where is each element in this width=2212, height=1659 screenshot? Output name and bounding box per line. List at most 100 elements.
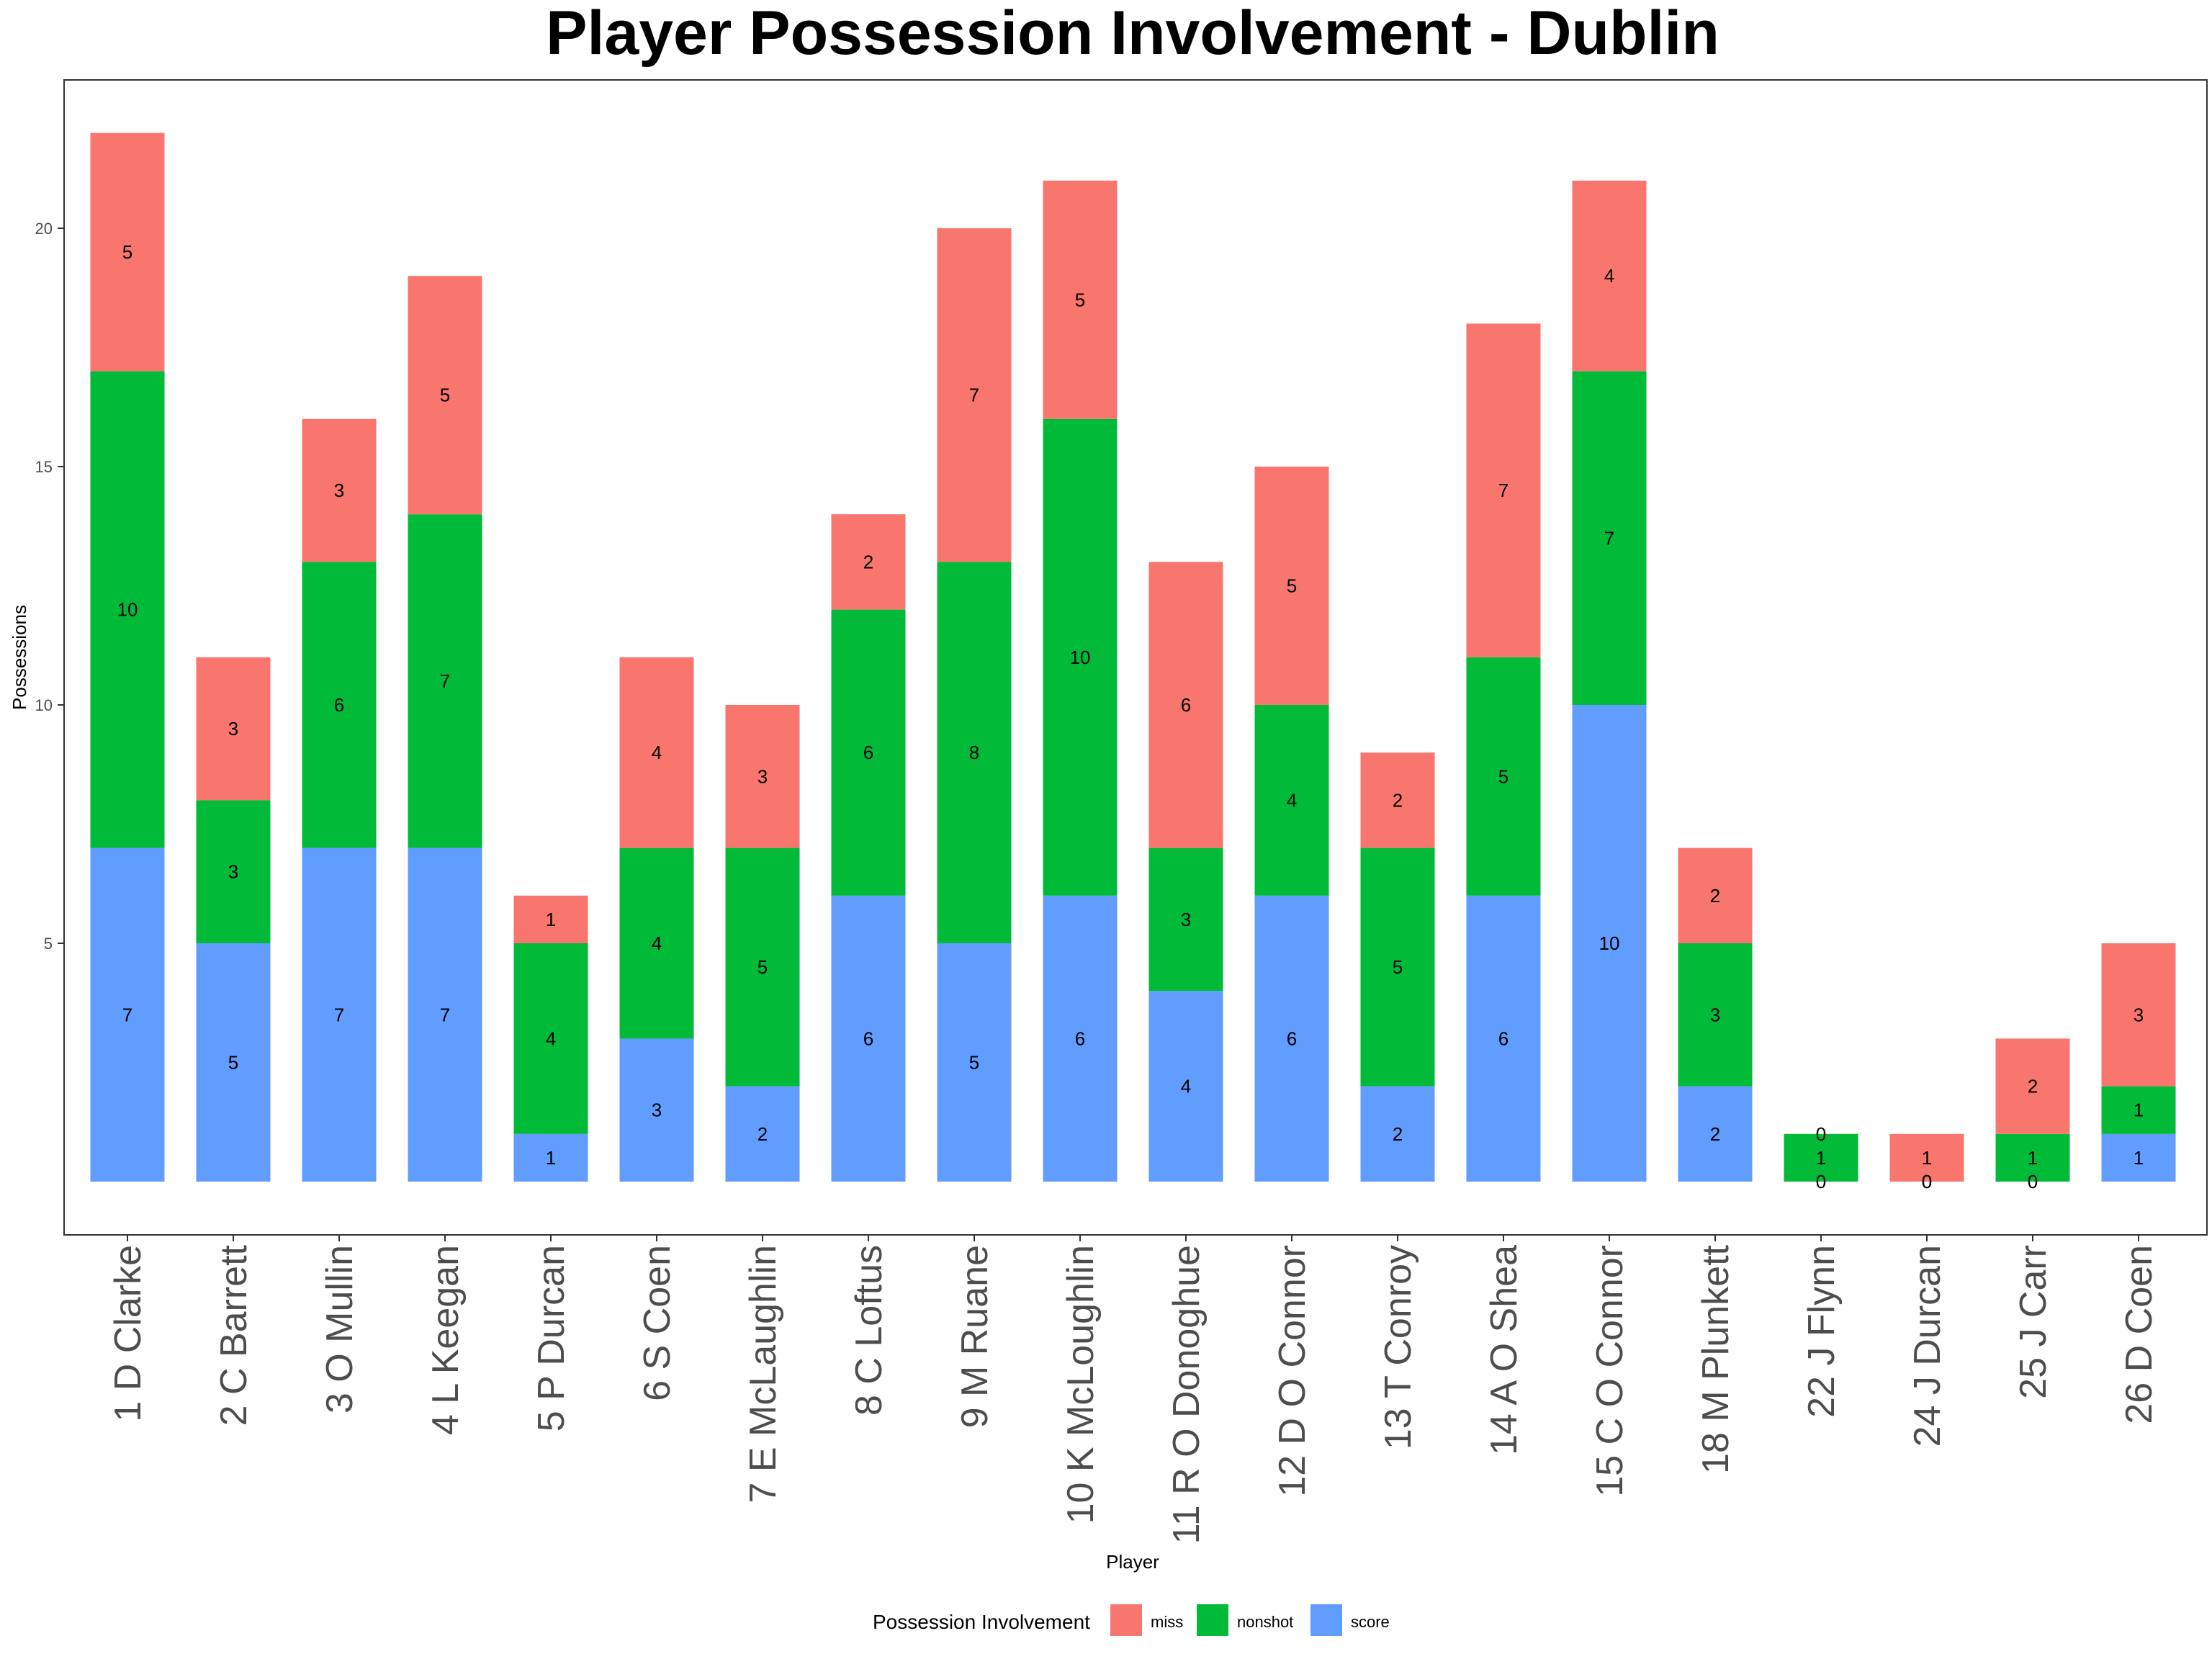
y-tick-label: 20 [35,220,53,238]
bars-layer [90,132,2176,1182]
x-tick-label-8-c-loftus: 8 C Loftus [848,1245,890,1416]
bar-14-a-o-shea-nonshot [1466,657,1541,896]
bar-10-k-mcloughlin-score [1043,895,1118,1182]
bar-8-c-loftus-nonshot [831,609,906,896]
label-12-d-o-connor-score: 6 [1287,1028,1297,1049]
bar-14-a-o-shea-score [1466,895,1541,1182]
bar-18-m-plunkett-nonshot [1678,943,1753,1087]
x-tick-label-7-e-mclaughlin: 7 E McLaughlin [742,1245,784,1503]
y-tick-label: 15 [35,458,53,476]
bar-9-m-ruane-nonshot [937,562,1012,943]
label-13-t-conroy-nonshot: 5 [1393,956,1403,978]
label-3-o-mullin-score: 7 [334,1004,344,1025]
bar-6-s-coen-miss [619,657,694,848]
label-4-l-keegan-miss: 5 [440,385,450,406]
label-4-l-keegan-nonshot: 7 [440,670,450,692]
label-7-e-mclaughlin-miss: 3 [757,765,768,787]
bar-8-c-loftus-score [831,895,906,1182]
label-14-a-o-shea-score: 6 [1498,1028,1509,1049]
bar-2-c-barrett-nonshot [196,800,271,943]
x-tick-label-11-r-o-donoghue: 11 R O Donoghue [1166,1245,1208,1544]
bar-1-d-clarke-nonshot [90,371,165,848]
y-tick-label: 10 [35,696,53,714]
label-4-l-keegan-score: 7 [440,1004,450,1025]
bar-7-e-mclaughlin-nonshot [725,848,800,1087]
bar-18-m-plunkett-miss [1678,848,1753,943]
label-9-m-ruane-score: 5 [969,1052,979,1074]
bar-1-d-clarke-miss [90,132,165,372]
x-tick-label-15-c-o-connor: 15 C O Connor [1589,1245,1631,1497]
label-26-d-coen-miss: 3 [2134,1004,2144,1025]
y-axis: 5 10 15 20 [35,220,64,953]
label-2-c-barrett-miss: 3 [228,718,238,739]
bar-2-c-barrett-score [196,943,271,1182]
y-axis-title: Possessions [9,605,30,710]
bar-10-k-mcloughlin-nonshot [1043,418,1118,896]
legend-key-nonshot [1197,1604,1228,1636]
bar-6-s-coen-nonshot [619,848,694,1039]
x-tick-label-4-l-keegan: 4 L Keegan [425,1245,467,1435]
bar-13-t-conroy-nonshot [1360,848,1435,1087]
segment-labels-layer: 7105533763775141344253662587610543664525… [117,241,2144,1192]
legend-label-score: score [1351,1613,1390,1631]
label-22-j-flynn-miss: 0 [1816,1123,1826,1145]
x-tick-label-24-j-durcan: 24 J Durcan [1907,1245,1948,1447]
label-14-a-o-shea-nonshot: 5 [1498,765,1509,787]
label-25-j-carr-score: 0 [2028,1171,2038,1192]
bar-3-o-mullin-miss [302,418,377,562]
x-tick-label-26-d-coen: 26 D Coen [2118,1245,2160,1424]
label-11-r-o-donoghue-nonshot: 3 [1181,909,1191,930]
label-24-j-durcan-score: 0 [1922,1171,1932,1192]
bar-4-l-keegan-miss [408,276,482,515]
plot-panel-border [63,79,2208,1236]
bar-13-t-conroy-miss [1360,752,1435,848]
bar-12-d-o-connor-nonshot [1254,705,1329,896]
label-12-d-o-connor-miss: 5 [1287,575,1297,597]
label-22-j-flynn-score: 0 [1816,1171,1826,1192]
x-tick-label-25-j-carr: 25 J Carr [2013,1245,2054,1399]
label-10-k-mcloughlin-miss: 5 [1075,289,1085,310]
bar-13-t-conroy-score [1360,1086,1435,1182]
bar-15-c-o-connor-nonshot [1572,371,1647,705]
bar-14-a-o-shea-miss [1466,323,1541,657]
x-tick-label-1-d-clarke: 1 D Clarke [107,1245,149,1422]
x-tick-label-2-c-barrett: 2 C Barrett [213,1244,255,1426]
label-15-c-o-connor-score: 10 [1599,932,1620,954]
label-11-r-o-donoghue-score: 4 [1181,1076,1191,1097]
bar-24-j-durcan-miss [1889,1133,1964,1182]
bar-2-c-barrett-miss [196,657,271,801]
legend-title: Possession Involvement [873,1611,1090,1633]
bar-3-o-mullin-nonshot [302,562,377,848]
label-5-p-durcan-nonshot: 4 [546,1028,556,1049]
bar-4-l-keegan-nonshot [408,514,482,848]
x-tick-label-6-s-coen: 6 S Coen [637,1245,678,1401]
label-10-k-mcloughlin-nonshot: 10 [1070,647,1091,668]
bar-26-d-coen-score [2101,1133,2176,1182]
bar-12-d-o-connor-miss [1254,467,1329,705]
bar-22-j-flynn-nonshot [1784,1133,1858,1182]
label-6-s-coen-nonshot: 4 [652,932,662,954]
label-8-c-loftus-nonshot: 6 [863,742,873,763]
bar-5-p-durcan-miss [513,895,588,943]
bar-5-p-durcan-nonshot [513,943,588,1134]
bar-12-d-o-connor-score [1254,895,1329,1182]
bar-6-s-coen-score [619,1038,694,1182]
legend-label-nonshot: nonshot [1237,1613,1293,1631]
bar-26-d-coen-miss [2101,943,2176,1087]
label-25-j-carr-nonshot: 1 [2028,1147,2038,1169]
bar-9-m-ruane-score [937,943,1012,1182]
label-13-t-conroy-miss: 2 [1393,789,1403,811]
bar-1-d-clarke-score [90,848,165,1182]
label-5-p-durcan-miss: 1 [546,909,556,930]
label-2-c-barrett-nonshot: 3 [228,861,238,883]
bar-15-c-o-connor-score [1572,705,1647,1182]
label-26-d-coen-nonshot: 1 [2134,1100,2144,1121]
label-8-c-loftus-score: 6 [863,1028,873,1049]
bar-4-l-keegan-score [408,848,482,1182]
x-tick-label-9-m-ruane: 9 M Ruane [954,1245,996,1428]
label-5-p-durcan-score: 1 [546,1147,556,1169]
label-3-o-mullin-nonshot: 6 [334,694,344,716]
legend: Possession Involvement miss nonshot score [873,1604,1390,1636]
bar-18-m-plunkett-score [1678,1086,1753,1182]
